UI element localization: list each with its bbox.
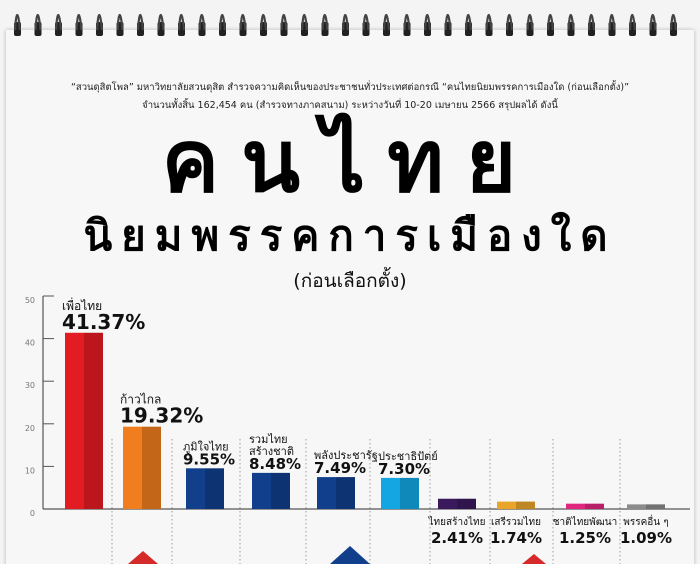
- bar-shade: [400, 477, 419, 509]
- bar-value-label: 1.09%: [620, 529, 672, 547]
- bar-shade: [585, 503, 604, 509]
- bar-value-label: 2.41%: [431, 529, 483, 547]
- title-main: คนไทย: [161, 112, 539, 212]
- triangle-decoration: [522, 554, 546, 564]
- y-tick-label: 20: [25, 424, 35, 433]
- binding-ring: [526, 13, 534, 31]
- bar-category-label: ไทยสร้างไทย: [428, 516, 486, 528]
- bar-value-label: 8.48%: [249, 455, 301, 473]
- binding-ring: [382, 13, 391, 31]
- binding-ring: [198, 13, 206, 31]
- bar-shade: [271, 472, 290, 509]
- binding-ring: [587, 13, 596, 31]
- bar-category-label: เสรีรวมไทย: [491, 516, 541, 528]
- title-second: นิยมพรรคการเมืองใด: [83, 211, 617, 260]
- binding-ring: [54, 13, 63, 31]
- binding-ring: [321, 13, 329, 31]
- bar-value-label: 7.30%: [378, 460, 430, 478]
- binding-ring: [34, 13, 42, 31]
- binding-ring: [300, 13, 309, 31]
- title-sub: (ก่อนเลือกตั้ง): [293, 270, 407, 292]
- binding-ring: [403, 13, 411, 31]
- binding-ring: [628, 13, 637, 31]
- bar: [627, 504, 646, 509]
- bar: [566, 503, 585, 509]
- bar-category-label: พลังประชารัฐ: [314, 449, 378, 462]
- bar-category-label: รวมไทย: [249, 433, 288, 446]
- bar-category-label: พรรคอื่น ๆ: [623, 514, 668, 528]
- bar-value-label: 9.55%: [183, 450, 235, 468]
- bar-shade: [457, 498, 476, 509]
- bar: [186, 468, 205, 509]
- notebook-sheet: [6, 30, 694, 564]
- y-tick-label: 50: [25, 296, 35, 305]
- bar: [497, 501, 516, 509]
- bar-category-label: ชาติไทยพัฒนา: [553, 516, 617, 528]
- spiral-binding-icon: [13, 13, 678, 36]
- binding-ring: [669, 13, 678, 31]
- bar-shade: [646, 504, 665, 509]
- bar: [65, 332, 84, 509]
- binding-ring: [218, 13, 227, 31]
- bar-category-label: ประชาธิปัตย์: [378, 450, 438, 463]
- bar-category-label: ภูมิใจไทย: [183, 440, 229, 453]
- binding-ring: [567, 13, 575, 31]
- bar: [438, 498, 457, 509]
- binding-ring: [505, 13, 514, 31]
- bar-value-label: 41.37%: [62, 310, 145, 334]
- survey-description: “สวนดุสิตโพล” มหาวิทยาลัยสวนดุสิต สำรวจค…: [70, 82, 630, 93]
- bar: [317, 477, 336, 509]
- binding-ring: [136, 13, 145, 31]
- y-tick-label: 40: [25, 339, 35, 348]
- bar: [381, 477, 400, 509]
- bar-value-label: 19.32%: [120, 404, 203, 428]
- bar-shade: [84, 332, 103, 509]
- bar-category-label: ก้าวไกล: [120, 393, 161, 407]
- survey-details: จำนวนทั้งสิ้น 162,454 คน (สำรวจทางภาคสนา…: [142, 100, 558, 111]
- bar-shade: [142, 426, 161, 509]
- binding-ring: [362, 13, 370, 31]
- binding-ring: [464, 13, 473, 31]
- y-tick-label: 30: [25, 381, 35, 390]
- y-tick-label: 0: [30, 509, 35, 518]
- triangle-decoration: [330, 546, 370, 564]
- bar: [123, 426, 142, 509]
- binding-ring: [485, 13, 493, 31]
- binding-ring: [341, 13, 350, 31]
- binding-ring: [444, 13, 452, 31]
- binding-ring: [116, 13, 124, 31]
- binding-ring: [177, 13, 186, 31]
- triangle-decoration: [128, 551, 158, 564]
- bar-category-label: สร้างชาติ: [249, 445, 294, 458]
- binding-ring: [75, 13, 83, 31]
- binding-ring: [280, 13, 288, 31]
- bar: [252, 472, 271, 509]
- binding-ring: [157, 13, 165, 31]
- bar-value-label: 1.74%: [490, 529, 542, 547]
- bar-value-label: 7.49%: [314, 459, 366, 477]
- binding-ring: [95, 13, 104, 31]
- bar-shade: [516, 501, 535, 509]
- binding-ring: [649, 13, 657, 31]
- bar-value-label: 1.25%: [559, 529, 611, 547]
- bar-category-label: เพื่อไทย: [62, 297, 102, 313]
- binding-ring: [423, 13, 432, 31]
- y-tick-label: 10: [25, 466, 35, 475]
- binding-ring: [13, 13, 22, 31]
- binding-ring: [239, 13, 247, 31]
- binding-ring: [259, 13, 268, 31]
- bar-shade: [205, 468, 224, 509]
- bar-shade: [336, 477, 355, 509]
- binding-ring: [608, 13, 616, 31]
- binding-ring: [546, 13, 555, 31]
